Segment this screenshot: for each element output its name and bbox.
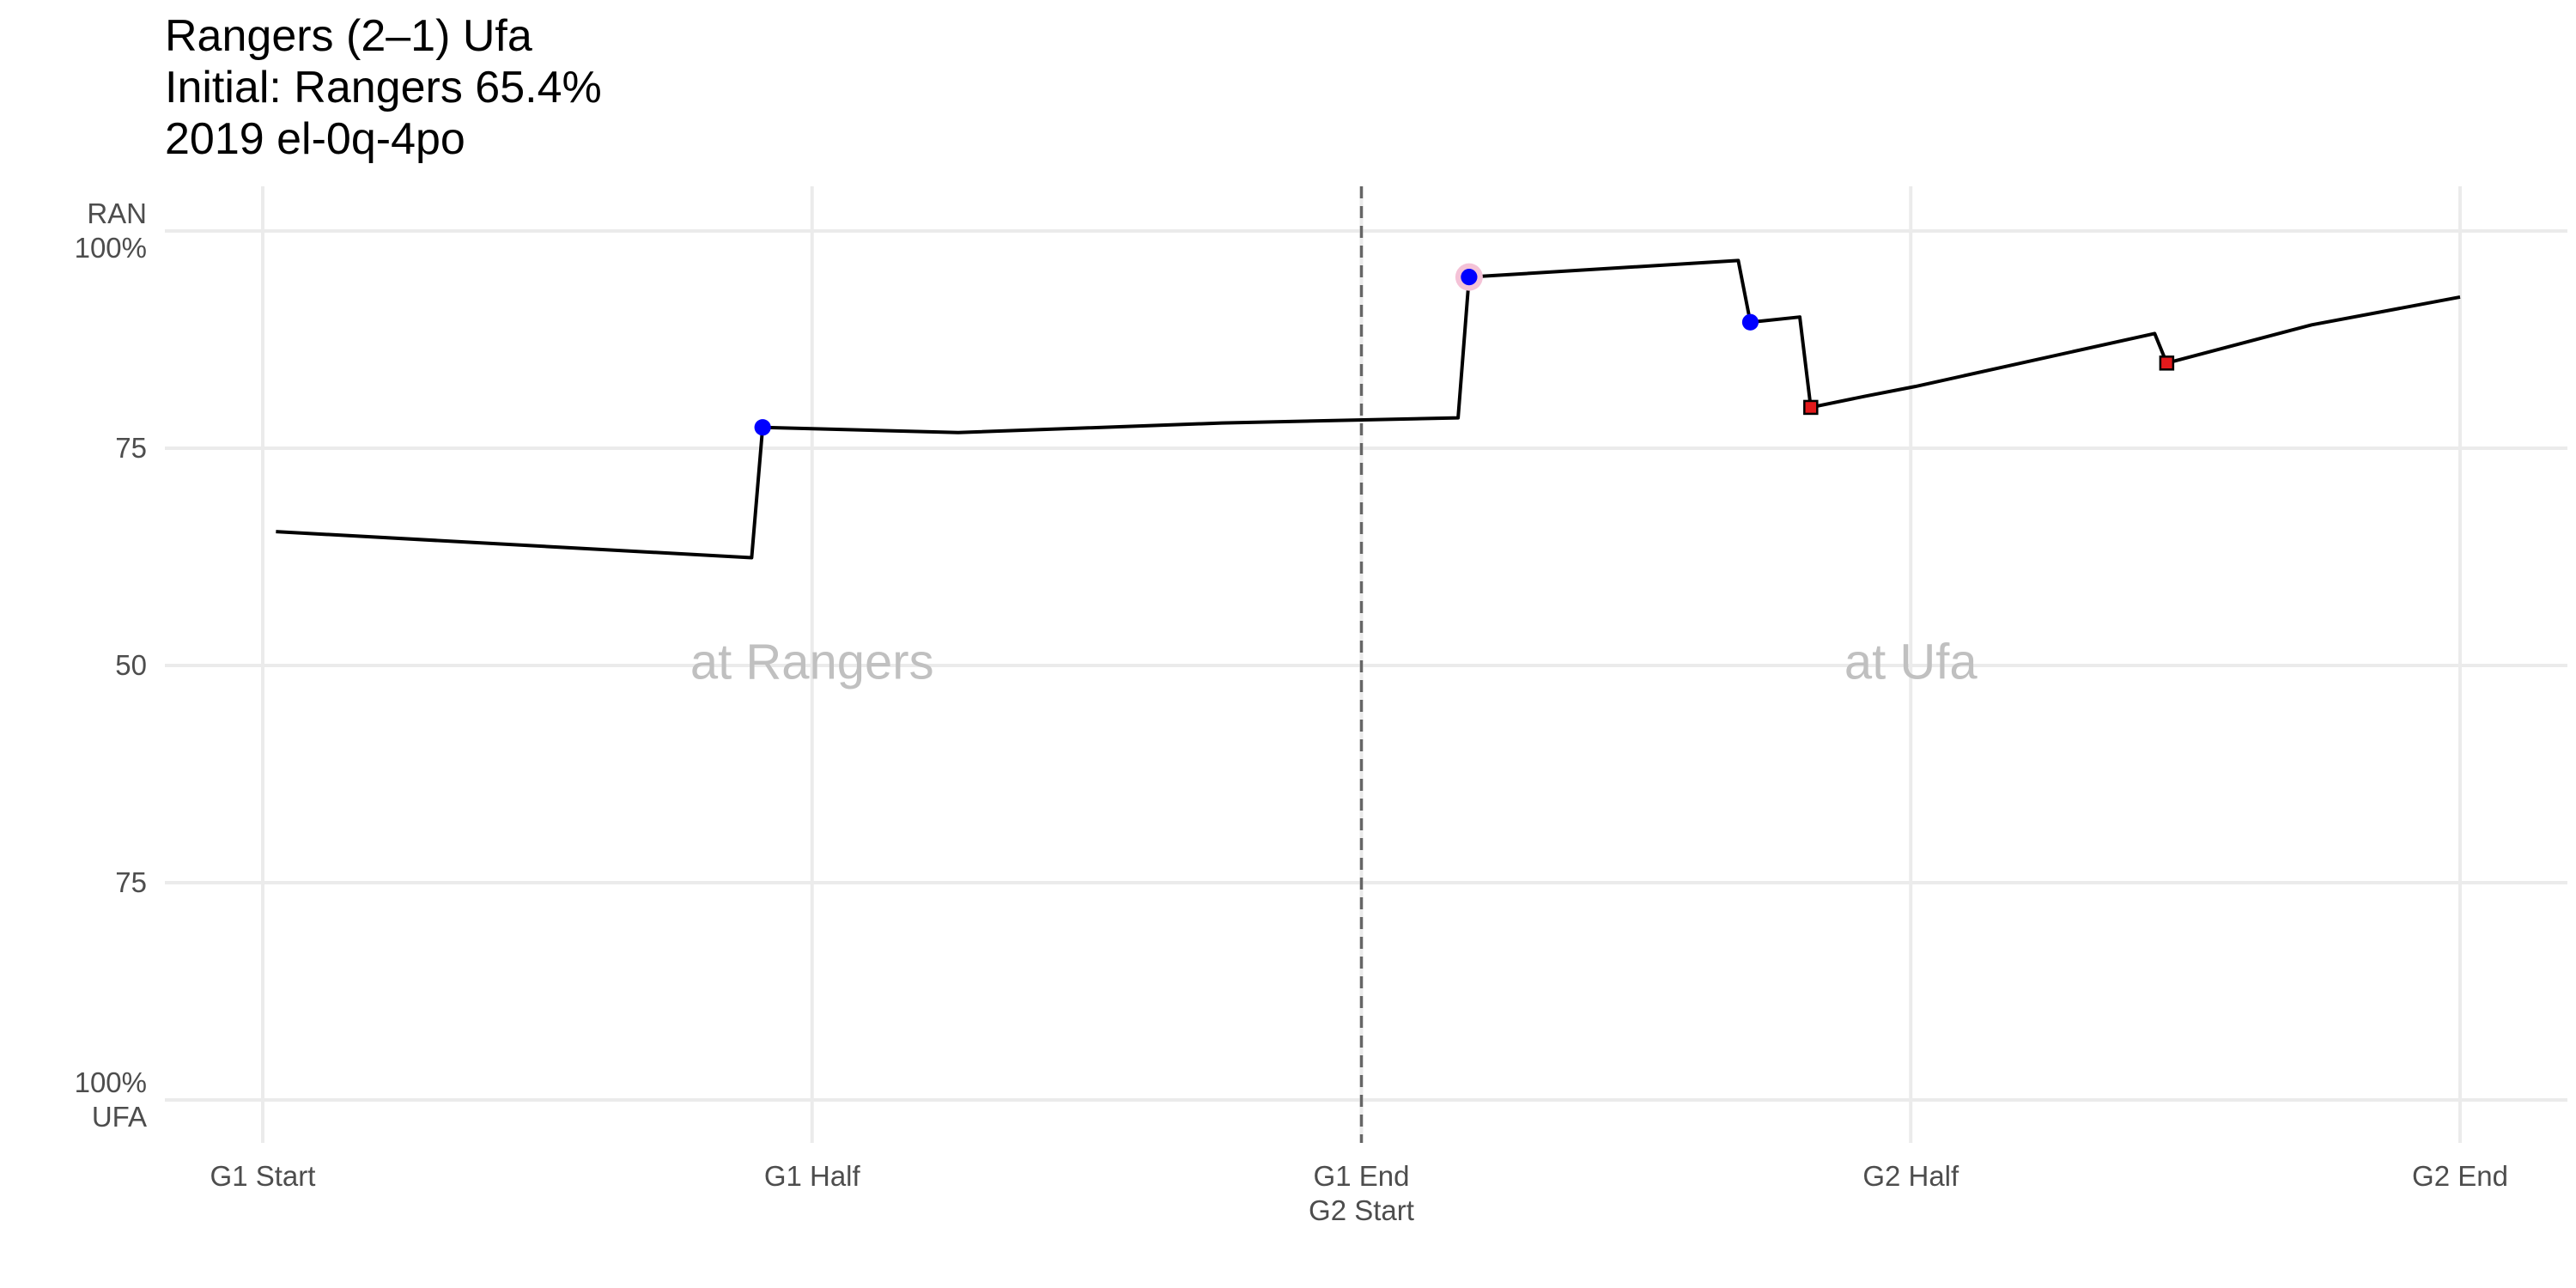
x-tick-label: G1 Half (763, 1160, 860, 1192)
x-tick-label: G1 End G2 Start (1309, 1160, 1414, 1226)
goal-marker (1741, 313, 1759, 331)
goal-marker (754, 419, 771, 436)
y-tick-label: 75 (115, 866, 147, 898)
y-tick-label: 75 (115, 432, 147, 464)
data-line (276, 258, 2461, 560)
chart-title: Rangers (2–1) Ufa (165, 11, 532, 61)
x-tick-label: G2 Half (1862, 1160, 1959, 1192)
y-tick-label: 50 (115, 649, 147, 681)
y-tick-label: 100% UFA (74, 1066, 147, 1133)
goal-marker (2159, 355, 2175, 371)
annotation: at Rangers (690, 634, 934, 690)
chart-subtitle: 2019 el-0q-4po (165, 114, 465, 164)
annotation: at Ufa (1844, 634, 1978, 690)
goal-marker (1803, 399, 1819, 416)
y-tick-label: RAN 100% (74, 197, 147, 264)
x-tick-label: G2 End (2412, 1160, 2508, 1192)
chart-subtitle: Initial: Rangers 65.4% (165, 63, 602, 112)
goal-marker (1461, 269, 1478, 286)
x-tick-label: G1 Start (210, 1160, 316, 1192)
